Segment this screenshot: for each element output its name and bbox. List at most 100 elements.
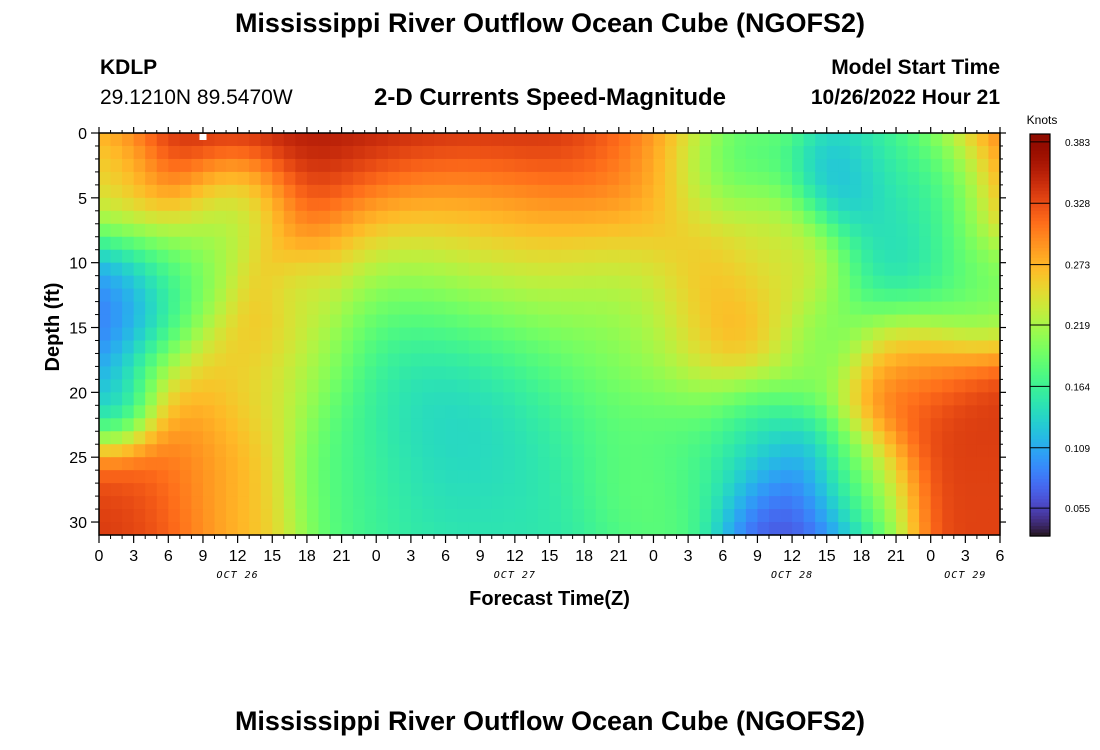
heatmap-cell [168,133,181,147]
heatmap-cell [665,133,678,147]
heatmap-cell [537,262,551,277]
colorbar-segment [1030,197,1050,202]
heatmap-cell [641,236,655,251]
heatmap-cell [988,353,1001,368]
heatmap-cell [260,236,273,251]
heatmap-cell [953,483,966,497]
heatmap-cell [780,301,793,316]
heatmap-cell [630,522,643,536]
heatmap-cell [457,392,470,406]
heatmap-cell [341,314,354,329]
heatmap-cell [595,158,608,173]
heatmap-cell [387,158,400,173]
colorbar-segment [1030,398,1050,403]
heatmap-cell [445,418,458,432]
heatmap-cell [353,431,366,445]
heatmap-cell [330,431,343,445]
heatmap-cell [318,405,331,419]
heatmap-cell [745,236,759,251]
heatmap-cell [884,366,897,380]
heatmap-cell [838,522,851,536]
heatmap-cell [249,509,262,523]
heatmap-cell [953,171,966,186]
heatmap-cell [341,457,354,471]
heatmap-cell [688,379,701,393]
colorbar-segment [1030,140,1050,145]
heatmap-cell [330,171,343,186]
heatmap-cell [618,145,631,160]
heatmap-cell [618,457,631,471]
heatmap-cell [283,405,296,419]
heatmap-cell [803,392,816,406]
heatmap-cell [653,223,666,238]
heatmap-cell [295,444,308,458]
heatmap-cell [688,184,701,199]
heatmap-cell [341,509,354,523]
heatmap-cell [803,184,816,199]
heatmap-cell [722,405,735,419]
heatmap-cell [353,301,366,316]
heatmap-cell [226,158,239,173]
heatmap-cell [191,236,204,251]
heatmap-cell [584,184,597,199]
heatmap-cell [422,184,435,199]
heatmap-cell [341,288,354,303]
heatmap-cell [445,483,458,497]
heatmap-cell [226,314,239,329]
heatmap-cell [537,496,551,510]
heatmap-cell [676,301,689,316]
heatmap-cell [457,314,470,329]
colorbar-segment [1030,301,1050,306]
heatmap-cell [861,496,874,510]
heatmap-cell [838,366,851,380]
heatmap-cell [849,223,862,238]
heatmap-cell [283,483,296,497]
heatmap-cell [549,392,562,406]
heatmap-cell [145,184,158,199]
heatmap-cell [491,405,504,419]
heatmap-cell [295,223,308,238]
heatmap-cell [930,314,943,329]
heatmap-cell [930,158,943,173]
colorbar-tick-label: 0.328 [1065,199,1090,210]
heatmap-cell [572,288,585,303]
heatmap-cell [930,431,943,445]
heatmap-cell [838,496,851,510]
heatmap-cell [457,418,470,432]
heatmap-cell [630,314,643,329]
heatmap-cell [965,145,978,160]
heatmap-cell [480,444,493,458]
colorbar-segment [1030,341,1050,346]
heatmap-cell [907,431,920,445]
heatmap-cell [341,444,354,458]
heatmap-cell [445,496,458,510]
heatmap-cell [457,249,470,264]
heatmap-cell [803,262,816,277]
heatmap-cell [688,483,701,497]
heatmap-cell [711,184,724,199]
heatmap-cell [226,275,239,290]
heatmap-cell [457,509,470,523]
heatmap-cell [896,444,909,458]
heatmap-cell [965,197,978,212]
heatmap-cell [572,431,585,445]
heatmap-cell [491,509,504,523]
heatmap-cell [260,340,273,355]
heatmap-cell [330,262,343,277]
heatmap-cell [330,483,343,497]
heatmap-cell [145,210,158,225]
heatmap-cell [745,184,759,199]
heatmap-cell [722,496,735,510]
heatmap-cell [792,171,805,186]
heatmap-cell [433,340,447,355]
heatmap-cell [376,340,389,355]
heatmap-cell [896,522,909,536]
heatmap-cell [179,288,193,303]
heatmap-cell [965,431,978,445]
heatmap-cell [272,171,285,186]
heatmap-cell [630,223,643,238]
colorbar-segment [1030,154,1050,159]
heatmap-cell [757,262,770,277]
colorbar-segment [1030,499,1050,504]
heatmap-cell [110,249,123,264]
